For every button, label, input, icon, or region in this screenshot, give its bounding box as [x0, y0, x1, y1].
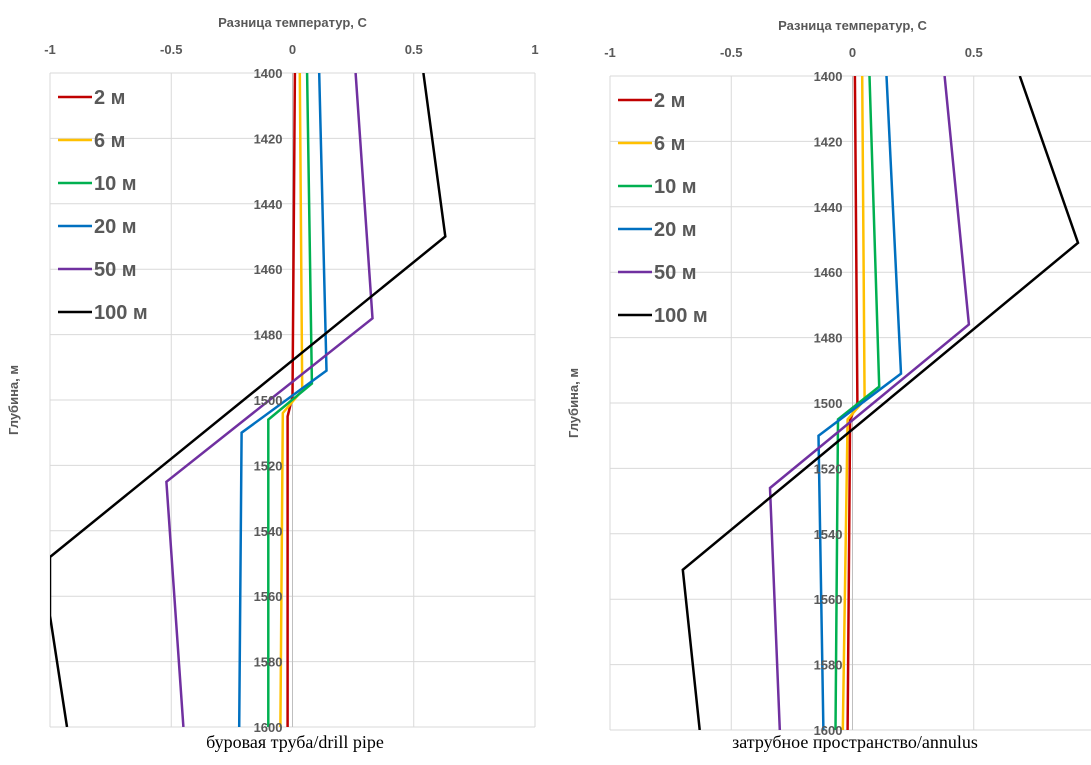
x-tick-label: 0 — [849, 45, 856, 60]
x-tick-label: 0 — [289, 42, 296, 57]
series-line-50-м — [768, 76, 971, 730]
y-tick-label: 1500 — [814, 396, 843, 411]
legend-label: 6 м — [94, 130, 125, 152]
x-tick-label: -1 — [604, 45, 616, 60]
y-tick-label: 1540 — [254, 524, 283, 539]
y-tick-label: 1560 — [254, 589, 283, 604]
legend-label: 2 м — [654, 90, 685, 112]
x-tick-label: 1 — [531, 42, 538, 57]
legend-label: 6 м — [654, 133, 685, 155]
y-tick-label: 1400 — [254, 66, 283, 81]
y-tick-label: 1420 — [254, 131, 283, 146]
legend-label: 50 м — [654, 262, 697, 284]
y-tick-label: 1400 — [814, 69, 843, 84]
y-axis-title: Глубина, м — [566, 368, 581, 438]
y-tick-label: 1460 — [814, 265, 843, 280]
y-tick-label: 1500 — [254, 393, 283, 408]
series-line-10-м — [267, 73, 314, 727]
series-line-20-м — [237, 73, 328, 727]
drill-pipe-caption: буровая труба/drill pipe — [206, 732, 384, 752]
y-tick-label: 1540 — [814, 527, 843, 542]
legend-label: 10 м — [94, 173, 137, 195]
y-tick-label: 1520 — [814, 461, 843, 476]
series-line-10-м — [834, 76, 881, 730]
y-tick-label: 1480 — [254, 328, 283, 343]
drill-pipe-chart: -1 -0.5 0 0.5 1 Разница температур, С Глубина,… — [6, 15, 539, 735]
x-tick-label: -0.5 — [720, 45, 742, 60]
y-tick-label: 1480 — [814, 331, 843, 346]
y-tick-label: 1440 — [254, 197, 283, 212]
y-axis-title: Глубина, м — [6, 365, 21, 435]
x-tick-label: -0.5 — [160, 42, 182, 57]
x-tick-label: 0.5 — [405, 42, 423, 57]
x-axis-title: Разница температур, С — [218, 15, 367, 30]
y-tick-label: 1460 — [254, 262, 283, 277]
legend-label: 20 м — [654, 219, 697, 241]
legend-label: 100 м — [654, 305, 708, 327]
series-line-6-м — [279, 73, 304, 727]
legend-label: 10 м — [654, 176, 697, 198]
y-tick-label: 1560 — [814, 592, 843, 607]
y-tick-label: 1600 — [814, 723, 843, 738]
y-tick-label: 1600 — [254, 720, 283, 735]
legend-label: 20 м — [94, 216, 137, 238]
legend-label: 50 м — [94, 259, 137, 281]
legend-label: 100 м — [94, 302, 148, 324]
series-line-6-м — [841, 76, 866, 730]
y-tick-label: 1520 — [254, 458, 283, 473]
series-line-20-м — [817, 76, 903, 730]
y-tick-label: 1440 — [814, 200, 843, 215]
y-tick-label: 1420 — [814, 134, 843, 149]
series-line-50-м — [165, 73, 374, 727]
x-tick-label: 0.5 — [965, 45, 983, 60]
x-tick-label: -1 — [44, 42, 56, 57]
legend-label: 2 м — [94, 87, 125, 109]
x-axis-title: Разница температур, С — [778, 18, 927, 33]
y-tick-label: 1580 — [814, 658, 843, 673]
annulus-caption: затрубное пространство/annulus — [732, 732, 978, 752]
y-tick-label: 1580 — [254, 655, 283, 670]
series-line-100-м — [50, 73, 447, 727]
series-line-100-м — [681, 76, 1080, 730]
series-line-2-м — [286, 73, 297, 727]
